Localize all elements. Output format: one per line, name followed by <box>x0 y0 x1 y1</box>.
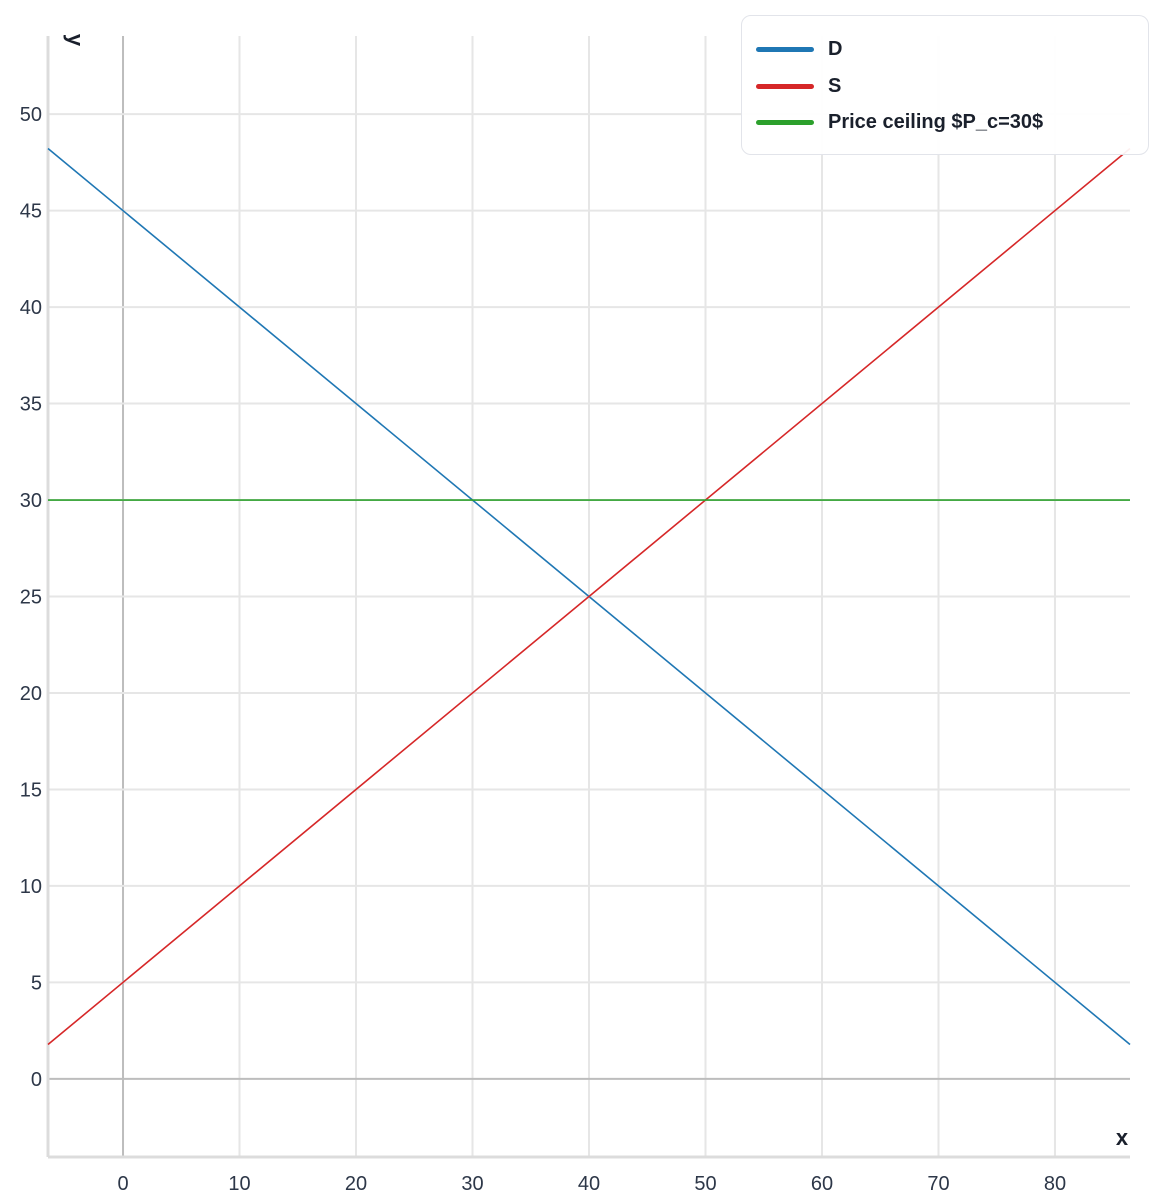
legend-item-d[interactable]: D <box>756 38 842 61</box>
series-line-s <box>47 147 1131 1046</box>
legend-label-price-ceiling: Price ceiling $P_c=30$ <box>828 111 1044 133</box>
y-tick-label: 5 <box>31 972 42 994</box>
tick-labels: 0 10 20 30 40 50 60 70 80 0 5 10 15 20 25 30 35 40 45 50 <box>20 104 1066 1195</box>
x-tick-label: 30 <box>461 1173 483 1195</box>
y-tick-label: 20 <box>20 683 42 705</box>
legend-item-s[interactable]: S <box>756 75 841 98</box>
y-axis-label: y <box>63 34 88 47</box>
legend-swatch-s <box>756 84 814 89</box>
grid <box>46 36 1130 1159</box>
x-tick-label: 10 <box>228 1173 250 1195</box>
x-axis-label: x <box>1116 1125 1129 1150</box>
y-tick-label: 35 <box>20 394 42 416</box>
x-tick-label: 50 <box>694 1173 716 1195</box>
x-tick-label: 40 <box>578 1173 600 1195</box>
y-tick-label: 50 <box>20 104 42 126</box>
y-tick-label: 15 <box>20 779 42 801</box>
x-tick-label: 60 <box>811 1173 833 1195</box>
x-tick-label: 20 <box>345 1173 367 1195</box>
legend-swatch-d <box>756 47 814 52</box>
y-tick-label: 10 <box>20 876 42 898</box>
y-tick-label: 45 <box>20 201 42 223</box>
y-tick-label: 40 <box>20 297 42 319</box>
legend-label-d: D <box>828 38 843 60</box>
y-tick-label: 25 <box>20 587 42 609</box>
y-tick-label: 0 <box>31 1069 42 1091</box>
legend-item-price-ceiling[interactable]: Price ceiling $P_c=30$ <box>756 111 1043 134</box>
x-tick-label: 0 <box>117 1173 128 1195</box>
y-tick-label: 30 <box>20 490 42 512</box>
x-tick-label: 70 <box>927 1173 949 1195</box>
legend-label-s: S <box>828 75 842 97</box>
series-lines <box>47 147 1131 1046</box>
x-tick-label: 80 <box>1044 1173 1066 1195</box>
legend-swatch-price-ceiling <box>756 120 814 125</box>
legend: D S Price ceiling $P_c=30$ <box>741 15 1149 155</box>
